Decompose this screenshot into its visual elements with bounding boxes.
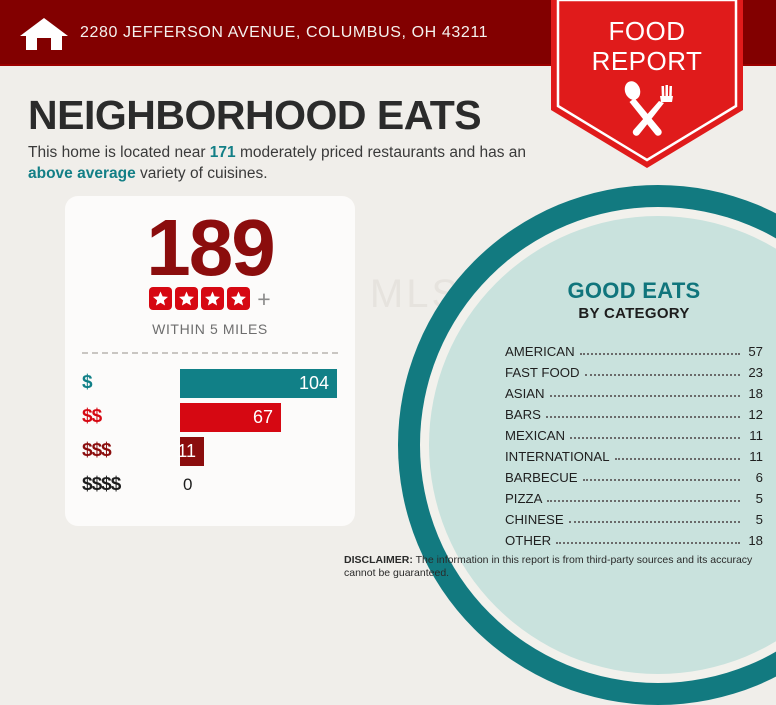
plus-sign: + xyxy=(257,285,271,312)
category-value: 18 xyxy=(748,386,763,401)
leader-dots xyxy=(570,431,740,439)
category-row: INTERNATIONAL 11 xyxy=(505,443,763,464)
subtitle-part-1: This home is located near xyxy=(28,144,210,161)
leader-dots xyxy=(549,389,740,397)
category-name: ASIAN xyxy=(505,386,545,401)
price-tier-value: 0 xyxy=(183,475,193,494)
leader-dots xyxy=(579,347,740,355)
category-value: 5 xyxy=(755,512,763,527)
category-row: ASIAN 18 xyxy=(505,380,763,401)
category-row: MEXICAN 11 xyxy=(505,422,763,443)
disclaimer: DISCLAIMER: The information in this repo… xyxy=(344,554,762,580)
category-row: CHINESE 5 xyxy=(505,506,763,527)
category-name: PIZZA xyxy=(505,491,543,506)
category-name: MEXICAN xyxy=(505,428,566,443)
category-name: AMERICAN xyxy=(505,344,575,359)
banner-line-2: REPORT xyxy=(591,46,703,76)
category-value: 6 xyxy=(755,470,763,485)
price-tier-bar: 67 xyxy=(180,403,281,432)
price-tier-value: 104 xyxy=(298,373,329,393)
card-divider xyxy=(82,352,338,354)
good-eats-title: GOOD EATS xyxy=(567,278,701,303)
price-tier-bar: 104 xyxy=(180,369,337,398)
category-name: BARS xyxy=(505,407,541,422)
category-list: AMERICAN 57 FAST FOOD 23 ASIAN 18 BARS 12 MEXICA… xyxy=(505,338,763,548)
category-name: INTERNATIONAL xyxy=(505,449,610,464)
category-row: AMERICAN 57 xyxy=(505,338,763,359)
restaurant-total: 189 xyxy=(146,203,275,292)
subtitle-part-3: variety of cuisines. xyxy=(135,165,268,182)
category-value: 5 xyxy=(755,491,763,506)
star-icon xyxy=(149,287,173,310)
category-row: OTHER 18 xyxy=(505,527,763,548)
category-value: 57 xyxy=(748,344,763,359)
house-icon xyxy=(20,18,68,50)
variety-quality: above average xyxy=(28,165,136,182)
category-row: FAST FOOD 23 xyxy=(505,359,763,380)
banner-shape xyxy=(551,0,743,168)
price-tier-label: $$$ xyxy=(82,440,112,461)
category-value: 23 xyxy=(748,365,763,380)
category-value: 11 xyxy=(749,449,763,464)
price-tier-bar: 11 xyxy=(177,437,204,466)
price-tier-label: $ xyxy=(82,372,93,393)
category-value: 18 xyxy=(748,533,763,548)
subtitle-part-2: moderately priced restaurants and has an xyxy=(235,144,527,161)
stats-card: 189 + WITHIN 5 MILES $104 $$ 67 $$$ 11 $$$$ 0 xyxy=(65,196,355,526)
price-tier-row: $$$ 11 xyxy=(65,436,355,470)
good-eats-subtitle: BY CATEGORY xyxy=(578,305,690,322)
category-value: 12 xyxy=(748,407,763,422)
page-subtitle: This home is located near 171 moderately… xyxy=(28,142,538,184)
food-report-banner: FOOD REPORT xyxy=(551,0,743,168)
category-name: BARBECUE xyxy=(505,470,578,485)
banner-text: FOOD REPORT xyxy=(551,16,743,76)
header-address: 2280 JEFFERSON AVENUE, COLUMBUS, OH 4321… xyxy=(80,24,489,41)
price-tier-value: 11 xyxy=(177,441,196,461)
star-icon xyxy=(227,287,251,310)
price-tier-row: $$$$ 0 xyxy=(65,470,355,504)
page-title: NEIGHBORHOOD EATS xyxy=(28,92,482,138)
leader-dots xyxy=(568,515,740,523)
within-miles-label: WITHIN 5 MILES xyxy=(152,321,268,337)
category-row: BARS 12 xyxy=(505,401,763,422)
leader-dots xyxy=(584,368,740,376)
category-value: 11 xyxy=(749,428,763,443)
category-name: FAST FOOD xyxy=(505,365,580,380)
disclaimer-text: The information in this report is from t… xyxy=(344,554,753,579)
teal-inner-circle xyxy=(429,216,776,674)
category-name: CHINESE xyxy=(505,512,564,527)
banner-line-1: FOOD xyxy=(608,16,686,46)
category-row: BARBECUE 6 xyxy=(505,464,763,485)
leader-dots xyxy=(614,452,740,460)
price-tier-chart: $104 $$ 67 $$$ 11 $$$$ 0 xyxy=(65,368,355,504)
star-icon xyxy=(201,287,225,310)
price-tier-label: $$$$ xyxy=(82,474,121,495)
leader-dots xyxy=(545,410,740,418)
price-tier-row: $$ 67 xyxy=(65,402,355,436)
price-tier-label: $$ xyxy=(82,406,102,427)
disclaimer-label: DISCLAIMER: xyxy=(344,554,413,566)
restaurant-count: 171 xyxy=(209,144,236,161)
category-row: PIZZA 5 xyxy=(505,485,763,506)
spoon-fork-icon xyxy=(624,81,673,136)
star-rating: + xyxy=(65,287,355,310)
star-icon xyxy=(175,287,199,310)
leader-dots xyxy=(547,494,740,502)
price-tier-value: 67 xyxy=(252,407,273,427)
leader-dots xyxy=(556,536,740,544)
good-eats-panel: GOOD EATS BY CATEGORY AMERICAN 57 FAST FOO… xyxy=(505,278,763,548)
price-tier-row: $104 xyxy=(65,368,355,402)
leader-dots xyxy=(582,473,740,481)
category-name: OTHER xyxy=(505,533,552,548)
